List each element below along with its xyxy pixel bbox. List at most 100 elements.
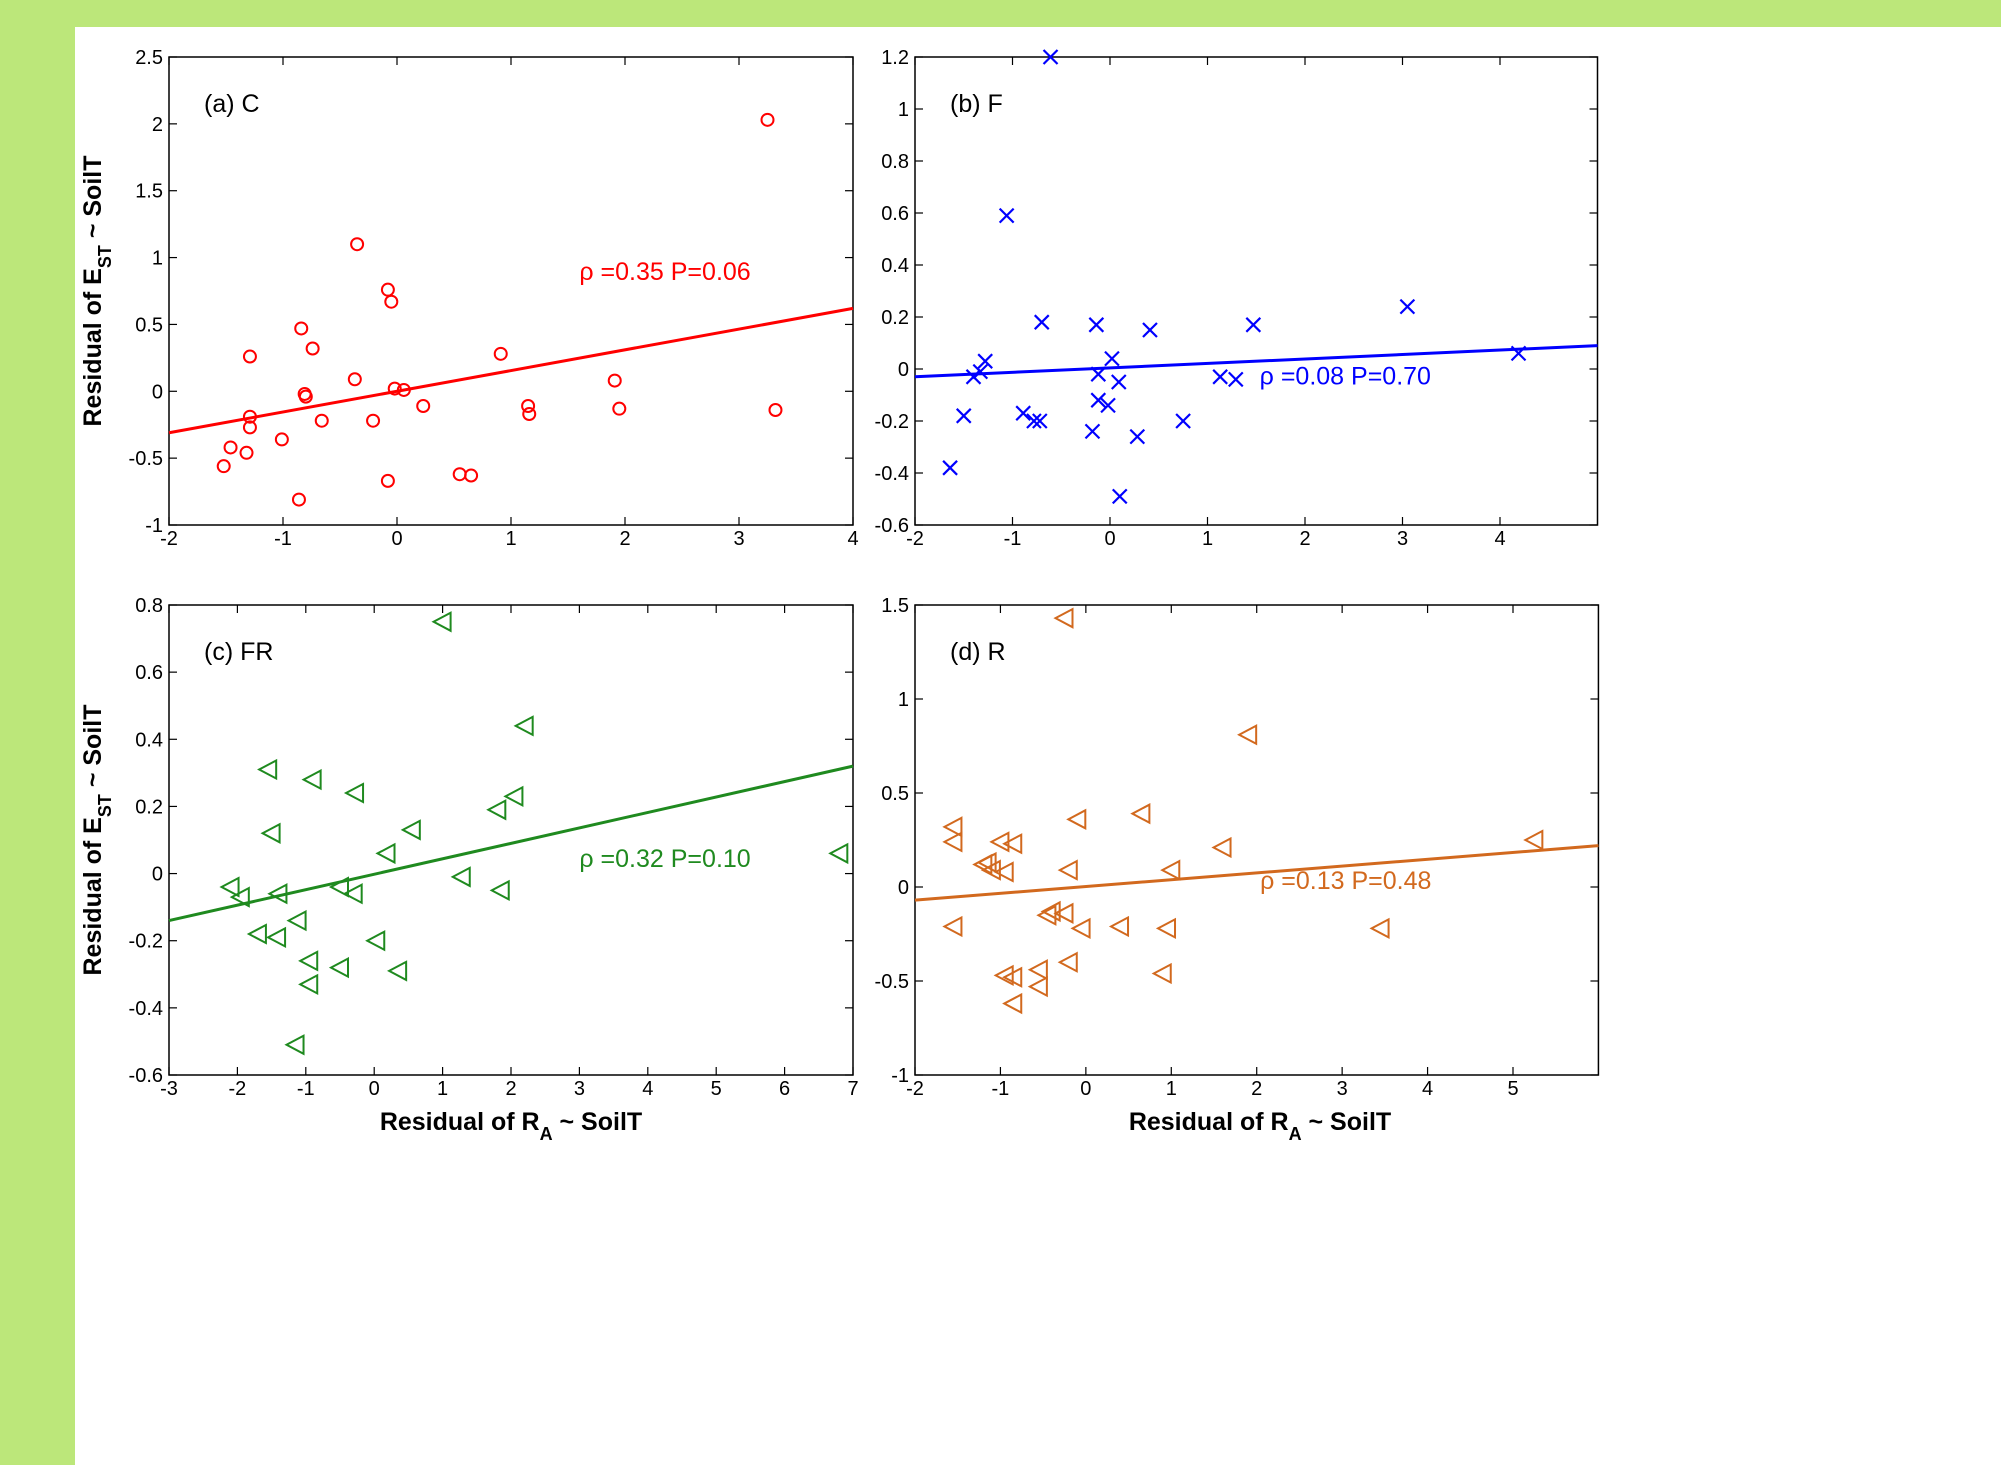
data-point-stroke	[1090, 392, 1107, 408]
data-point	[1510, 345, 1527, 362]
correlation-annotation: ρ =0.08 P=0.70	[1260, 363, 1431, 391]
y-tick-label: 0.6	[135, 662, 163, 684]
x-tick-label: -2	[160, 528, 178, 550]
data-point	[298, 389, 313, 404]
data-point	[1104, 350, 1120, 367]
x-tick-label: 2	[1299, 528, 1310, 550]
data-point-stroke	[1510, 345, 1527, 362]
data-point	[612, 401, 627, 416]
chart-panel-1: -2 -1 0 1 2 3 4-1-0.500.511.522.5(a) Cρ =0.35 …	[79, 47, 859, 550]
data-point	[365, 930, 386, 952]
x-tick-label: 1	[1166, 1078, 1177, 1100]
data-point	[942, 915, 963, 938]
data-point	[1212, 369, 1228, 385]
data-point-stroke	[972, 363, 989, 380]
data-point	[242, 409, 257, 424]
data-point	[305, 341, 320, 356]
x-tick-label: 4	[1494, 528, 1505, 550]
y-axis-title: Residual of EST ~ SoilT	[79, 705, 115, 976]
y-tick-label: 2	[152, 114, 163, 136]
data-point	[521, 398, 536, 413]
data-point	[1053, 902, 1074, 924]
x-tick-label: -1	[1004, 528, 1022, 550]
data-point	[1032, 413, 1048, 429]
y-tick-label: -1	[145, 515, 163, 537]
data-point	[242, 349, 257, 364]
y-tick-label: -0.5	[129, 448, 163, 470]
data-point	[1399, 298, 1416, 315]
plot-frame	[168, 604, 854, 1076]
data-point	[1142, 322, 1158, 338]
data-point	[1053, 607, 1074, 629]
x-tick-label: 1	[1202, 528, 1213, 550]
y-tick-label: 1	[898, 689, 909, 711]
data-point	[942, 831, 963, 853]
x-tick-label: 0	[369, 1078, 380, 1100]
y-tick-label: 1.5	[881, 595, 909, 617]
data-point	[286, 909, 307, 932]
y-tick-label: 1	[152, 248, 163, 270]
data-point	[350, 237, 365, 252]
data-point-stroke	[1104, 350, 1120, 367]
data-point	[380, 473, 395, 488]
data-point	[387, 381, 402, 396]
data-point	[942, 460, 958, 476]
plot-frame	[914, 604, 1600, 1076]
y-tick-label: 2.5	[135, 47, 163, 69]
data-point	[1155, 917, 1177, 940]
data-point-stroke	[955, 408, 972, 424]
data-point	[328, 876, 349, 898]
data-point	[1033, 314, 1050, 330]
data-point	[1027, 959, 1048, 981]
data-point	[342, 883, 363, 905]
data-point	[1100, 397, 1116, 414]
data-point	[522, 407, 537, 422]
y-tick-label: 0.8	[135, 595, 163, 617]
x-tick-label: 0	[1080, 1078, 1091, 1100]
x-tick-label: 5	[1507, 1078, 1518, 1100]
data-point	[489, 879, 510, 902]
data-point	[1108, 915, 1130, 938]
data-point	[265, 926, 287, 949]
data-point	[1070, 917, 1091, 940]
x-tick-label: -1	[297, 1078, 315, 1100]
data-point-stroke	[1015, 405, 1032, 421]
data-point	[1002, 966, 1023, 988]
regression-line	[168, 306, 854, 435]
data-point	[380, 282, 395, 297]
data-point	[1160, 859, 1181, 881]
data-point	[343, 782, 365, 804]
x-tick-label: 7	[847, 1078, 858, 1100]
data-point	[284, 1034, 305, 1056]
x-axis-title: Residual of RA ~ SoilT	[380, 1108, 642, 1144]
data-point-stroke	[1033, 314, 1050, 330]
data-point	[1175, 413, 1191, 429]
y-tick-label: -0.6	[129, 1065, 163, 1087]
y-tick-label: 1	[898, 99, 909, 121]
data-point	[1002, 992, 1023, 1015]
data-point	[216, 459, 231, 474]
x-tick-label: -3	[160, 1078, 178, 1100]
data-point	[1110, 374, 1127, 390]
data-point	[1129, 428, 1146, 445]
data-point-stroke	[1399, 298, 1416, 315]
y-tick-label: 0.8	[881, 151, 909, 173]
data-point	[972, 363, 989, 380]
x-tick-label: 3	[733, 528, 744, 550]
data-point	[298, 950, 319, 972]
data-point	[452, 467, 467, 482]
data-point-stroke	[998, 207, 1015, 224]
x-tick-label: 0	[1104, 528, 1115, 550]
x-tick-label: 5	[711, 1078, 722, 1100]
regression-line	[168, 764, 854, 923]
chart-panel-4: -2 -1 0 1 2 3 4 5-1-0.500.511.5(d) Rρ =0.13 P=0…	[875, 595, 1600, 1144]
x-tick-label: -2	[906, 1078, 924, 1100]
y-tick-label: -0.4	[129, 998, 163, 1020]
data-point	[1042, 49, 1059, 65]
data-point-stroke	[1042, 49, 1059, 65]
y-tick-label: 0.6	[881, 203, 909, 225]
data-point	[942, 816, 963, 838]
x-tick-label: 1	[437, 1078, 448, 1100]
data-point	[828, 842, 849, 865]
data-point	[768, 403, 783, 418]
